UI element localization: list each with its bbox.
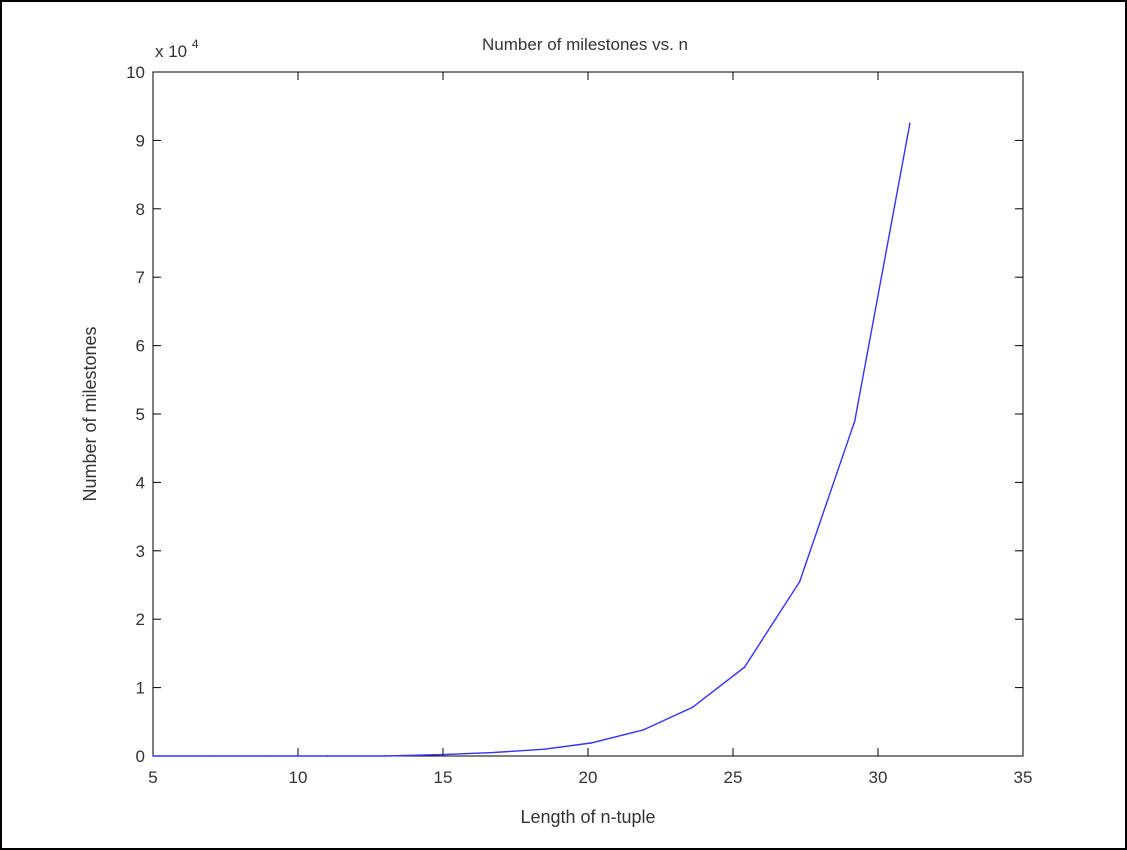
data-point (642, 729, 644, 731)
data-point (590, 742, 592, 744)
x-axis-label: Length of n-tuple (520, 807, 655, 827)
y-tick-label: 3 (136, 542, 145, 561)
data-point (442, 753, 444, 756)
y-tick-label: 2 (136, 610, 145, 629)
y-scale-multiplier: x 10 4 (155, 37, 199, 61)
y-tick-label: 8 (136, 200, 145, 219)
axis-ticks (152, 71, 1024, 757)
y-tick-label: 4 (136, 473, 145, 492)
plot-area (152, 71, 1024, 757)
data-point (798, 580, 801, 583)
data-point (909, 122, 911, 125)
data-point (491, 751, 494, 754)
data-point (210, 755, 212, 757)
y-tick-label: 5 (136, 405, 145, 424)
y-tick-label: 1 (136, 679, 145, 698)
x-tick-labels: 5 10 15 20 25 30 35 (148, 768, 1032, 787)
chart-title: Number of milestones vs. n (482, 35, 688, 54)
data-point (326, 755, 328, 757)
x-tick-label: 35 (1014, 768, 1033, 787)
data-point (854, 420, 856, 422)
y-scale-exponent: 4 (192, 37, 199, 51)
x-tick-label: 10 (289, 768, 308, 787)
x-tick-label: 15 (434, 768, 453, 787)
y-tick-label: 0 (136, 747, 145, 766)
x-tick-label: 30 (869, 768, 888, 787)
data-point (691, 706, 694, 709)
data-point (268, 755, 270, 757)
y-tick-labels: 0 1 2 3 4 5 6 7 8 9 10 (126, 63, 145, 766)
x-tick-label: 25 (724, 768, 743, 787)
data-points (152, 122, 911, 757)
x-tick-label: 5 (148, 768, 157, 787)
y-tick-label: 7 (136, 268, 145, 287)
data-point (384, 755, 386, 757)
y-axis-label: Number of milestones (80, 326, 100, 501)
data-point (543, 748, 546, 750)
x-tick-label: 20 (579, 768, 598, 787)
y-scale-label: x 10 (155, 42, 187, 61)
y-tick-label: 10 (126, 63, 145, 82)
data-point (743, 666, 746, 668)
y-tick-label: 9 (136, 131, 145, 150)
data-point (152, 755, 154, 757)
y-tick-label: 6 (136, 337, 145, 356)
